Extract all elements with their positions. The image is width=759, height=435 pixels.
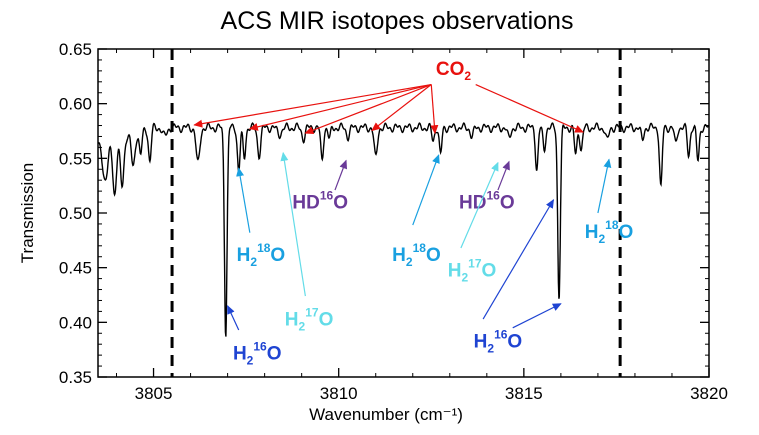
annotation-arrow	[236, 167, 251, 233]
y-tick-label: 0.40	[59, 313, 92, 332]
annotation-label: CO2	[436, 59, 472, 83]
y-tick-label: 0.60	[59, 95, 92, 114]
annotation-arrow	[597, 158, 612, 214]
annotation-co2: CO2	[193, 59, 585, 135]
annotation-h218o-b: H218O	[392, 154, 441, 269]
x-tick-label: 3805	[135, 384, 173, 403]
annotation-label: H218O	[585, 218, 634, 246]
spectrum-line	[97, 122, 710, 337]
annotation-arrow	[248, 83, 432, 131]
annotation-label: HD16O	[292, 189, 348, 214]
y-tick-label: 0.35	[59, 368, 92, 387]
x-tick-label: 3815	[505, 384, 543, 403]
annotation-label: H218O	[237, 241, 286, 269]
annotation-arrow	[475, 83, 585, 133]
axis-ticks: 3805 3810 3815 3820 0.35 0.40 0.45 0.50 0.55 0.60…	[59, 40, 728, 403]
annotation-arrow	[280, 151, 306, 297]
y-tick-label: 0.55	[59, 149, 92, 168]
annotation-arrow	[227, 305, 240, 331]
annotation-arrow	[334, 159, 348, 191]
annotation-h217o-right: H217O	[448, 161, 499, 284]
x-tick-label: 3810	[320, 384, 358, 403]
x-tick-label: 3820	[690, 384, 728, 403]
y-tick-label: 0.45	[59, 259, 92, 278]
annotation-h218o-a: H218O	[236, 167, 286, 269]
annotation-hdo-right: HD16O	[459, 160, 515, 214]
annotation-arrow	[371, 84, 432, 132]
annotation-label: H216O	[233, 340, 282, 368]
y-axis-label: Transmission	[18, 163, 37, 263]
annotation-label: HD16O	[459, 189, 515, 214]
annotation-h216o-right: H216O	[474, 199, 562, 355]
annotation-label: H216O	[474, 327, 523, 355]
annotation-arrow	[497, 160, 510, 191]
annotation-label: H218O	[392, 241, 441, 269]
annotation-arrow	[460, 161, 499, 249]
annotation-h218o-c: H218O	[585, 158, 634, 246]
annotation-arrow	[193, 83, 432, 128]
annotation-hdo-left: HD16O	[292, 159, 348, 214]
plot-frame	[97, 48, 710, 378]
annotation-arrow	[304, 83, 432, 135]
reference-lines	[170, 49, 622, 377]
annotation-arrow	[412, 154, 440, 226]
x-axis-label: Wavenumber (cm⁻¹)	[309, 405, 463, 424]
annotation-arrow	[482, 199, 554, 320]
chart-title: ACS MIR isotopes observations	[221, 7, 574, 35]
annotation-h216o-left: H216O	[227, 305, 282, 368]
y-tick-label: 0.50	[59, 204, 92, 223]
annotation-label: H217O	[448, 256, 497, 284]
annotation-label: H217O	[285, 306, 334, 334]
annotation-h217o-left: H217O	[280, 151, 334, 334]
annotation-arrow	[430, 84, 439, 135]
y-tick-label: 0.65	[59, 40, 92, 59]
annotation-arrow	[512, 303, 562, 329]
